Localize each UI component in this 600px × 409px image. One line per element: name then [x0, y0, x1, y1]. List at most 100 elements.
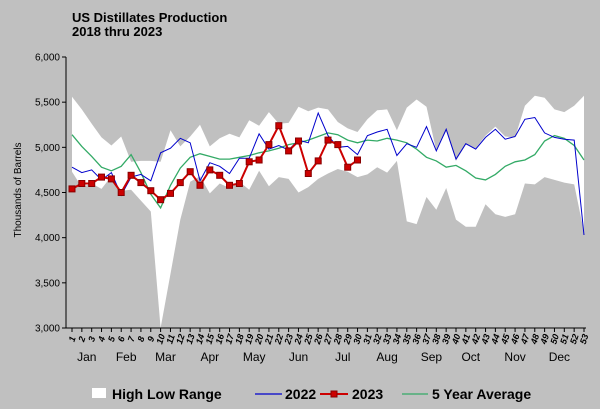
legend-label-average: 5 Year Average [432, 386, 531, 402]
chart-subtitle: 2018 thru 2023 [72, 24, 162, 39]
point-2023 [176, 179, 184, 187]
x-tick-label: 42 [469, 333, 482, 347]
month-label: Mar [155, 350, 176, 364]
month-label: Jul [335, 350, 350, 364]
point-2023 [275, 122, 283, 130]
month-label: Nov [504, 350, 525, 364]
x-tick-label: 33 [381, 333, 394, 346]
x-tick-label: 43 [479, 333, 492, 347]
x-tick-label: 10 [154, 333, 167, 346]
point-2023 [324, 136, 332, 144]
y-tick-label: 4,000 [35, 233, 60, 244]
x-tick-label: 18 [233, 333, 246, 346]
x-tick-label: 14 [194, 333, 207, 346]
x-tick-label: 32 [371, 333, 384, 346]
x-tick-label: 7 [126, 334, 137, 343]
month-label: Jan [77, 350, 96, 364]
point-2023 [186, 168, 194, 176]
month-label: Sep [421, 350, 443, 364]
x-tick-label: 40 [450, 333, 463, 347]
x-tick-label: 50 [548, 333, 561, 346]
point-2023 [285, 147, 293, 155]
point-2023 [344, 163, 352, 171]
month-label: Dec [549, 350, 570, 364]
x-tick-label: 16 [214, 332, 227, 346]
y-tick-label: 5,500 [35, 98, 60, 109]
y-axis-label: Thousands of Barrels [13, 142, 24, 237]
month-label: Feb [116, 350, 137, 364]
legend-swatch-range [92, 388, 106, 398]
point-2023 [314, 157, 322, 165]
x-tick-label: 2 [76, 335, 87, 344]
point-2023 [137, 179, 145, 187]
legend-marker-2023 [330, 390, 338, 398]
point-2023 [334, 141, 342, 149]
point-2023 [98, 173, 105, 181]
point-2023 [265, 141, 273, 149]
x-tick-label: 8 [136, 335, 147, 343]
x-tick-label: 44 [489, 333, 502, 347]
x-tick-label: 13 [184, 333, 197, 346]
legend-label-range: High Low Range [112, 386, 222, 402]
point-2023 [157, 196, 165, 204]
x-tick-label: 23 [282, 333, 295, 347]
point-2023 [88, 180, 96, 187]
x-tick-label: 31 [361, 333, 374, 346]
x-tick-label: 6 [116, 334, 127, 343]
y-tick-label: 3,500 [35, 278, 60, 289]
five-year-average-line [71, 132, 585, 210]
x-tick-label: 28 [331, 333, 344, 347]
month-label: Jun [289, 350, 308, 364]
point-2023 [245, 158, 253, 166]
chart-title: US Distillates Production [72, 10, 227, 25]
point-2023 [295, 137, 302, 145]
x-tick-label: 30 [351, 333, 364, 346]
point-2023 [78, 180, 86, 187]
x-tick-label: 17 [223, 332, 236, 346]
series-2022 [71, 111, 585, 236]
y-tick-label: 4,500 [35, 188, 60, 199]
x-tick-label: 47 [518, 332, 531, 347]
x-tick-label: 4 [96, 335, 107, 344]
month-label: Oct [461, 350, 480, 364]
point-2023 [147, 187, 155, 195]
x-tick-label: 52 [568, 333, 581, 346]
point-2023 [117, 189, 125, 196]
point-2023 [167, 189, 174, 197]
x-tick-label: 51 [558, 333, 571, 346]
x-tick-label: 48 [528, 333, 541, 347]
month-label: May [243, 350, 266, 364]
point-2023 [196, 181, 204, 189]
x-tick-label: 35 [401, 332, 414, 346]
y-tick-label: 3,000 [35, 324, 60, 335]
x-tick-label: 36 [410, 332, 423, 346]
legend-label-2022: 2022 [285, 386, 316, 402]
x-tick-label: 45 [499, 332, 512, 347]
x-tick-label: 9 [145, 335, 156, 343]
point-2023 [304, 170, 312, 177]
y-tick-label: 5,000 [35, 143, 60, 154]
x-tick-label: 26 [312, 332, 325, 347]
x-tick-label: 12 [174, 333, 187, 346]
x-tick-label: 29 [341, 333, 354, 347]
x-tick-label: 15 [204, 332, 217, 346]
point-2023 [127, 171, 135, 179]
point-2023 [107, 175, 115, 183]
x-tick-label: 5 [106, 334, 117, 343]
x-tick-label: 27 [322, 332, 335, 347]
point-2023 [235, 180, 243, 187]
point-2023 [206, 166, 214, 174]
point-2023 [354, 156, 361, 164]
point-2023 [68, 185, 76, 193]
x-tick-label: 39 [440, 333, 453, 346]
x-tick-label: 3 [86, 335, 97, 343]
x-tick-label: 41 [459, 333, 472, 347]
point-2023 [226, 181, 233, 189]
x-tick-label: 37 [420, 332, 433, 346]
x-tick-label: 11 [164, 333, 176, 345]
axes: 3,0003,5004,0004,5005,0005,5006,00012345… [35, 53, 590, 365]
y-tick-label: 6,000 [35, 53, 60, 64]
x-tick-label: 53 [578, 333, 591, 346]
